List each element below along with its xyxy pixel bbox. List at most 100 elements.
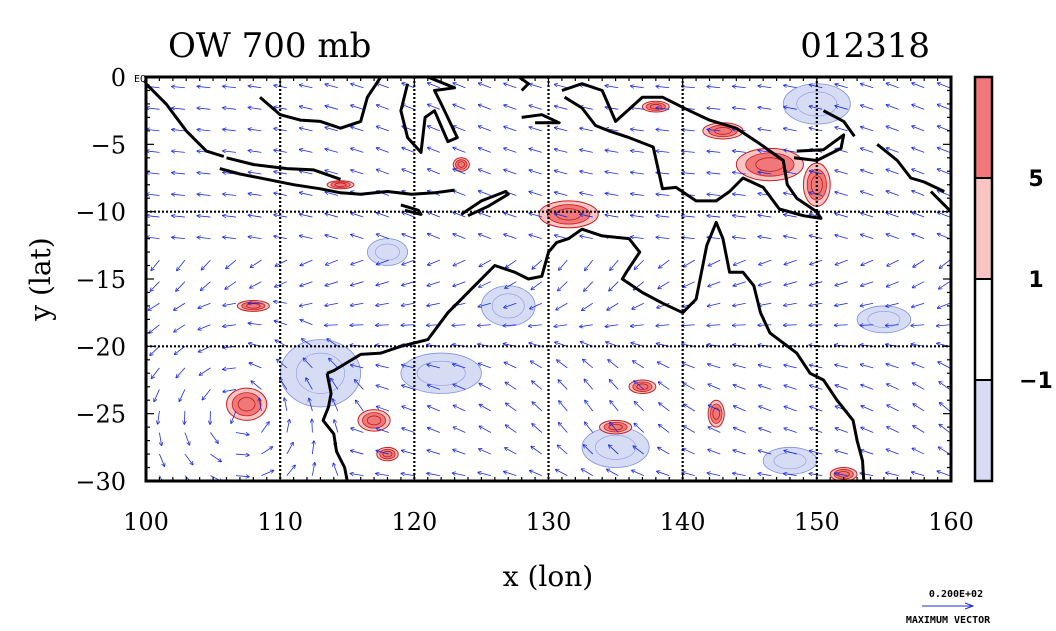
wind-vector xyxy=(809,302,823,305)
wind-vector xyxy=(707,130,721,131)
wind-vector xyxy=(505,362,517,369)
wind-vector xyxy=(887,259,899,266)
vector-legend: 0.200E+02 MAXIMUM VECTOR xyxy=(906,589,991,626)
colorbar: 5 1 −1 xyxy=(973,75,1053,483)
wind-vector xyxy=(172,86,185,87)
wind-vector xyxy=(249,237,262,239)
wind-vector xyxy=(886,105,899,110)
wind-vector xyxy=(351,474,364,476)
wind-vector xyxy=(555,84,568,89)
wind-vector xyxy=(147,172,160,173)
colorbar-frame xyxy=(973,75,994,483)
wind-vector xyxy=(659,425,670,433)
wind-vector xyxy=(428,169,440,175)
wind-vector xyxy=(835,281,848,286)
wind-vector xyxy=(835,213,848,218)
wind-vector xyxy=(249,172,262,174)
wind-vector xyxy=(506,259,517,267)
negative-contour-6 xyxy=(375,243,400,261)
wind-vector xyxy=(280,379,288,390)
wind-vector xyxy=(940,403,950,412)
wind-vector xyxy=(377,105,389,110)
wind-vector xyxy=(938,212,950,218)
wind-vector xyxy=(479,148,491,153)
wind-vector xyxy=(758,237,772,239)
wind-vector xyxy=(558,281,568,291)
wind-vector xyxy=(605,150,619,153)
wind-vector xyxy=(734,428,746,433)
wind-vector xyxy=(249,107,262,109)
wind-vector xyxy=(402,234,415,239)
wind-vector xyxy=(177,259,186,270)
wind-vector xyxy=(235,454,249,455)
y-tick-label: −10 xyxy=(75,199,126,227)
wind-vector xyxy=(631,343,644,347)
wind-vector xyxy=(274,107,287,110)
wind-vector xyxy=(325,127,338,132)
wind-vector xyxy=(529,235,542,239)
wind-vector xyxy=(759,406,772,412)
wind-vector xyxy=(631,237,644,239)
wind-vector xyxy=(861,428,874,433)
wind-vector xyxy=(758,473,772,477)
wind-vector xyxy=(284,398,288,412)
wind-vector xyxy=(503,325,517,326)
wind-vector xyxy=(634,259,645,269)
wind-vector xyxy=(147,237,160,238)
wind-vector xyxy=(607,469,619,476)
wind-vector xyxy=(682,472,695,477)
wind-vector xyxy=(605,172,619,175)
wind-vector xyxy=(504,170,517,175)
x-tick-label: 120 xyxy=(391,508,437,536)
wind-vector xyxy=(300,259,313,265)
wind-vector xyxy=(223,325,236,327)
wind-vector xyxy=(351,213,364,218)
wind-vector xyxy=(708,281,721,287)
colorbar-band-0 xyxy=(975,77,992,178)
wind-vector xyxy=(835,325,848,326)
wind-vector xyxy=(708,473,721,477)
wind-vector xyxy=(609,281,619,291)
wind-vector xyxy=(223,368,236,370)
wind-vector xyxy=(325,325,338,326)
wind-vector xyxy=(331,379,339,390)
positive-contour-6 xyxy=(457,161,466,168)
wind-vector xyxy=(402,385,415,390)
wind-vector xyxy=(259,398,262,412)
wind-vector xyxy=(759,428,772,433)
wind-vector xyxy=(249,363,262,369)
wind-vector xyxy=(325,235,338,239)
wind-vector xyxy=(504,127,517,132)
wind-vector xyxy=(554,325,568,327)
wind-vector xyxy=(504,83,517,89)
equator-label: EQ xyxy=(134,74,146,85)
lat-lon-grid xyxy=(146,77,951,481)
positive-core-9 xyxy=(241,301,266,311)
wind-vector xyxy=(529,149,542,153)
wind-vector xyxy=(427,281,440,286)
wind-vector xyxy=(286,420,290,433)
wind-vector xyxy=(325,170,338,175)
wind-vector xyxy=(532,424,543,433)
wind-vector xyxy=(707,108,721,109)
wind-vector xyxy=(350,345,364,346)
wind-vector xyxy=(610,380,619,390)
wind-vector xyxy=(154,389,160,401)
wind-vector xyxy=(682,173,695,174)
colorbar-label: 1 xyxy=(1028,268,1043,293)
wind-vector xyxy=(887,384,899,390)
wind-vector xyxy=(223,108,236,110)
coastline-borneo xyxy=(259,77,383,130)
wind-vector xyxy=(274,215,287,218)
wind-vector xyxy=(556,302,568,310)
coastline-sulawesi xyxy=(399,77,459,154)
wind-vector xyxy=(733,450,746,455)
wind-vector xyxy=(658,448,670,455)
wind-vector xyxy=(147,108,160,109)
wind-vector xyxy=(351,428,364,433)
wind-vector xyxy=(356,400,364,412)
wind-vector xyxy=(351,259,364,264)
wind-vector xyxy=(861,170,874,175)
wind-vector xyxy=(610,401,619,412)
wind-vector xyxy=(835,106,848,110)
